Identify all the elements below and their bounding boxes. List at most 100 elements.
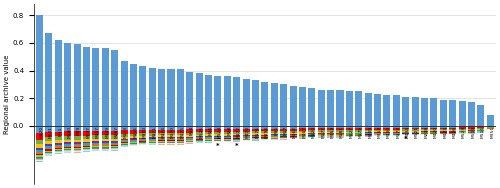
Text: M426: M426 xyxy=(452,126,456,138)
Bar xyxy=(449,130,456,131)
Bar xyxy=(214,136,222,137)
Bar xyxy=(449,131,456,132)
Bar xyxy=(46,152,52,153)
Bar xyxy=(364,126,372,128)
Bar xyxy=(74,136,80,139)
Bar xyxy=(46,126,52,132)
Bar xyxy=(64,142,71,144)
Bar xyxy=(430,98,438,126)
Bar xyxy=(412,131,418,132)
Text: M430: M430 xyxy=(387,126,391,138)
Bar xyxy=(148,137,156,139)
Bar xyxy=(140,133,146,136)
Bar xyxy=(158,130,165,133)
Bar xyxy=(120,146,128,147)
Bar xyxy=(290,86,296,126)
Bar xyxy=(421,130,428,131)
Bar xyxy=(158,140,165,141)
Bar xyxy=(262,138,268,139)
Text: *: * xyxy=(216,143,220,149)
Bar xyxy=(140,130,146,133)
Bar xyxy=(186,126,194,130)
Bar xyxy=(393,128,400,130)
Bar xyxy=(111,144,118,145)
Bar xyxy=(318,130,324,132)
Bar xyxy=(299,87,306,126)
Bar xyxy=(421,132,428,133)
Bar xyxy=(440,131,447,132)
Bar xyxy=(120,145,128,146)
Bar xyxy=(355,136,362,137)
Bar xyxy=(242,139,250,140)
Bar xyxy=(148,142,156,143)
Bar xyxy=(111,150,118,151)
Bar xyxy=(102,149,109,150)
Bar xyxy=(186,138,194,139)
Bar xyxy=(168,130,174,133)
Bar xyxy=(140,143,146,144)
Bar xyxy=(214,126,222,129)
Bar xyxy=(486,126,494,127)
Bar xyxy=(148,139,156,140)
Text: M524: M524 xyxy=(218,126,222,138)
Bar xyxy=(196,141,202,142)
Bar xyxy=(318,90,324,126)
Bar xyxy=(412,97,418,126)
Bar xyxy=(148,130,156,133)
Bar xyxy=(402,129,409,131)
Bar xyxy=(449,99,456,126)
Bar xyxy=(252,129,259,131)
Bar xyxy=(92,143,100,144)
Bar xyxy=(92,126,100,131)
Bar xyxy=(214,129,222,132)
Bar xyxy=(55,140,62,143)
Bar xyxy=(318,128,324,130)
Bar xyxy=(74,147,80,148)
Bar xyxy=(74,131,80,136)
Bar xyxy=(233,139,240,140)
Bar xyxy=(102,150,109,151)
Bar xyxy=(46,137,52,141)
Bar xyxy=(290,133,296,134)
Bar xyxy=(83,149,90,150)
Bar xyxy=(46,148,52,149)
Bar xyxy=(36,159,43,160)
Bar xyxy=(402,133,409,134)
Bar xyxy=(327,136,334,137)
Bar xyxy=(148,143,156,144)
Bar xyxy=(430,129,438,130)
Bar xyxy=(196,126,202,129)
Bar xyxy=(364,132,372,133)
Bar xyxy=(327,132,334,133)
Text: M519: M519 xyxy=(472,126,476,138)
Text: M133: M133 xyxy=(124,126,128,138)
Bar xyxy=(478,128,484,129)
Bar xyxy=(111,147,118,148)
Bar xyxy=(252,126,259,129)
Bar xyxy=(130,144,137,145)
Bar xyxy=(346,128,353,130)
Text: M208: M208 xyxy=(424,126,428,138)
Bar xyxy=(102,48,109,126)
Bar xyxy=(224,129,231,132)
Bar xyxy=(46,149,52,151)
Bar xyxy=(46,33,52,126)
Bar xyxy=(55,126,62,132)
Bar xyxy=(346,91,353,126)
Bar xyxy=(233,134,240,136)
Bar xyxy=(478,131,484,132)
Bar xyxy=(440,126,447,128)
Bar xyxy=(336,126,344,128)
Bar xyxy=(92,150,100,151)
Bar xyxy=(177,143,184,144)
Bar xyxy=(177,142,184,143)
Bar xyxy=(299,132,306,133)
Bar xyxy=(449,132,456,133)
Bar xyxy=(74,150,80,151)
Bar xyxy=(205,138,212,139)
Bar xyxy=(130,133,137,136)
Bar xyxy=(36,160,43,161)
Bar xyxy=(186,140,194,141)
Text: M179: M179 xyxy=(359,126,363,138)
Bar xyxy=(402,131,409,132)
